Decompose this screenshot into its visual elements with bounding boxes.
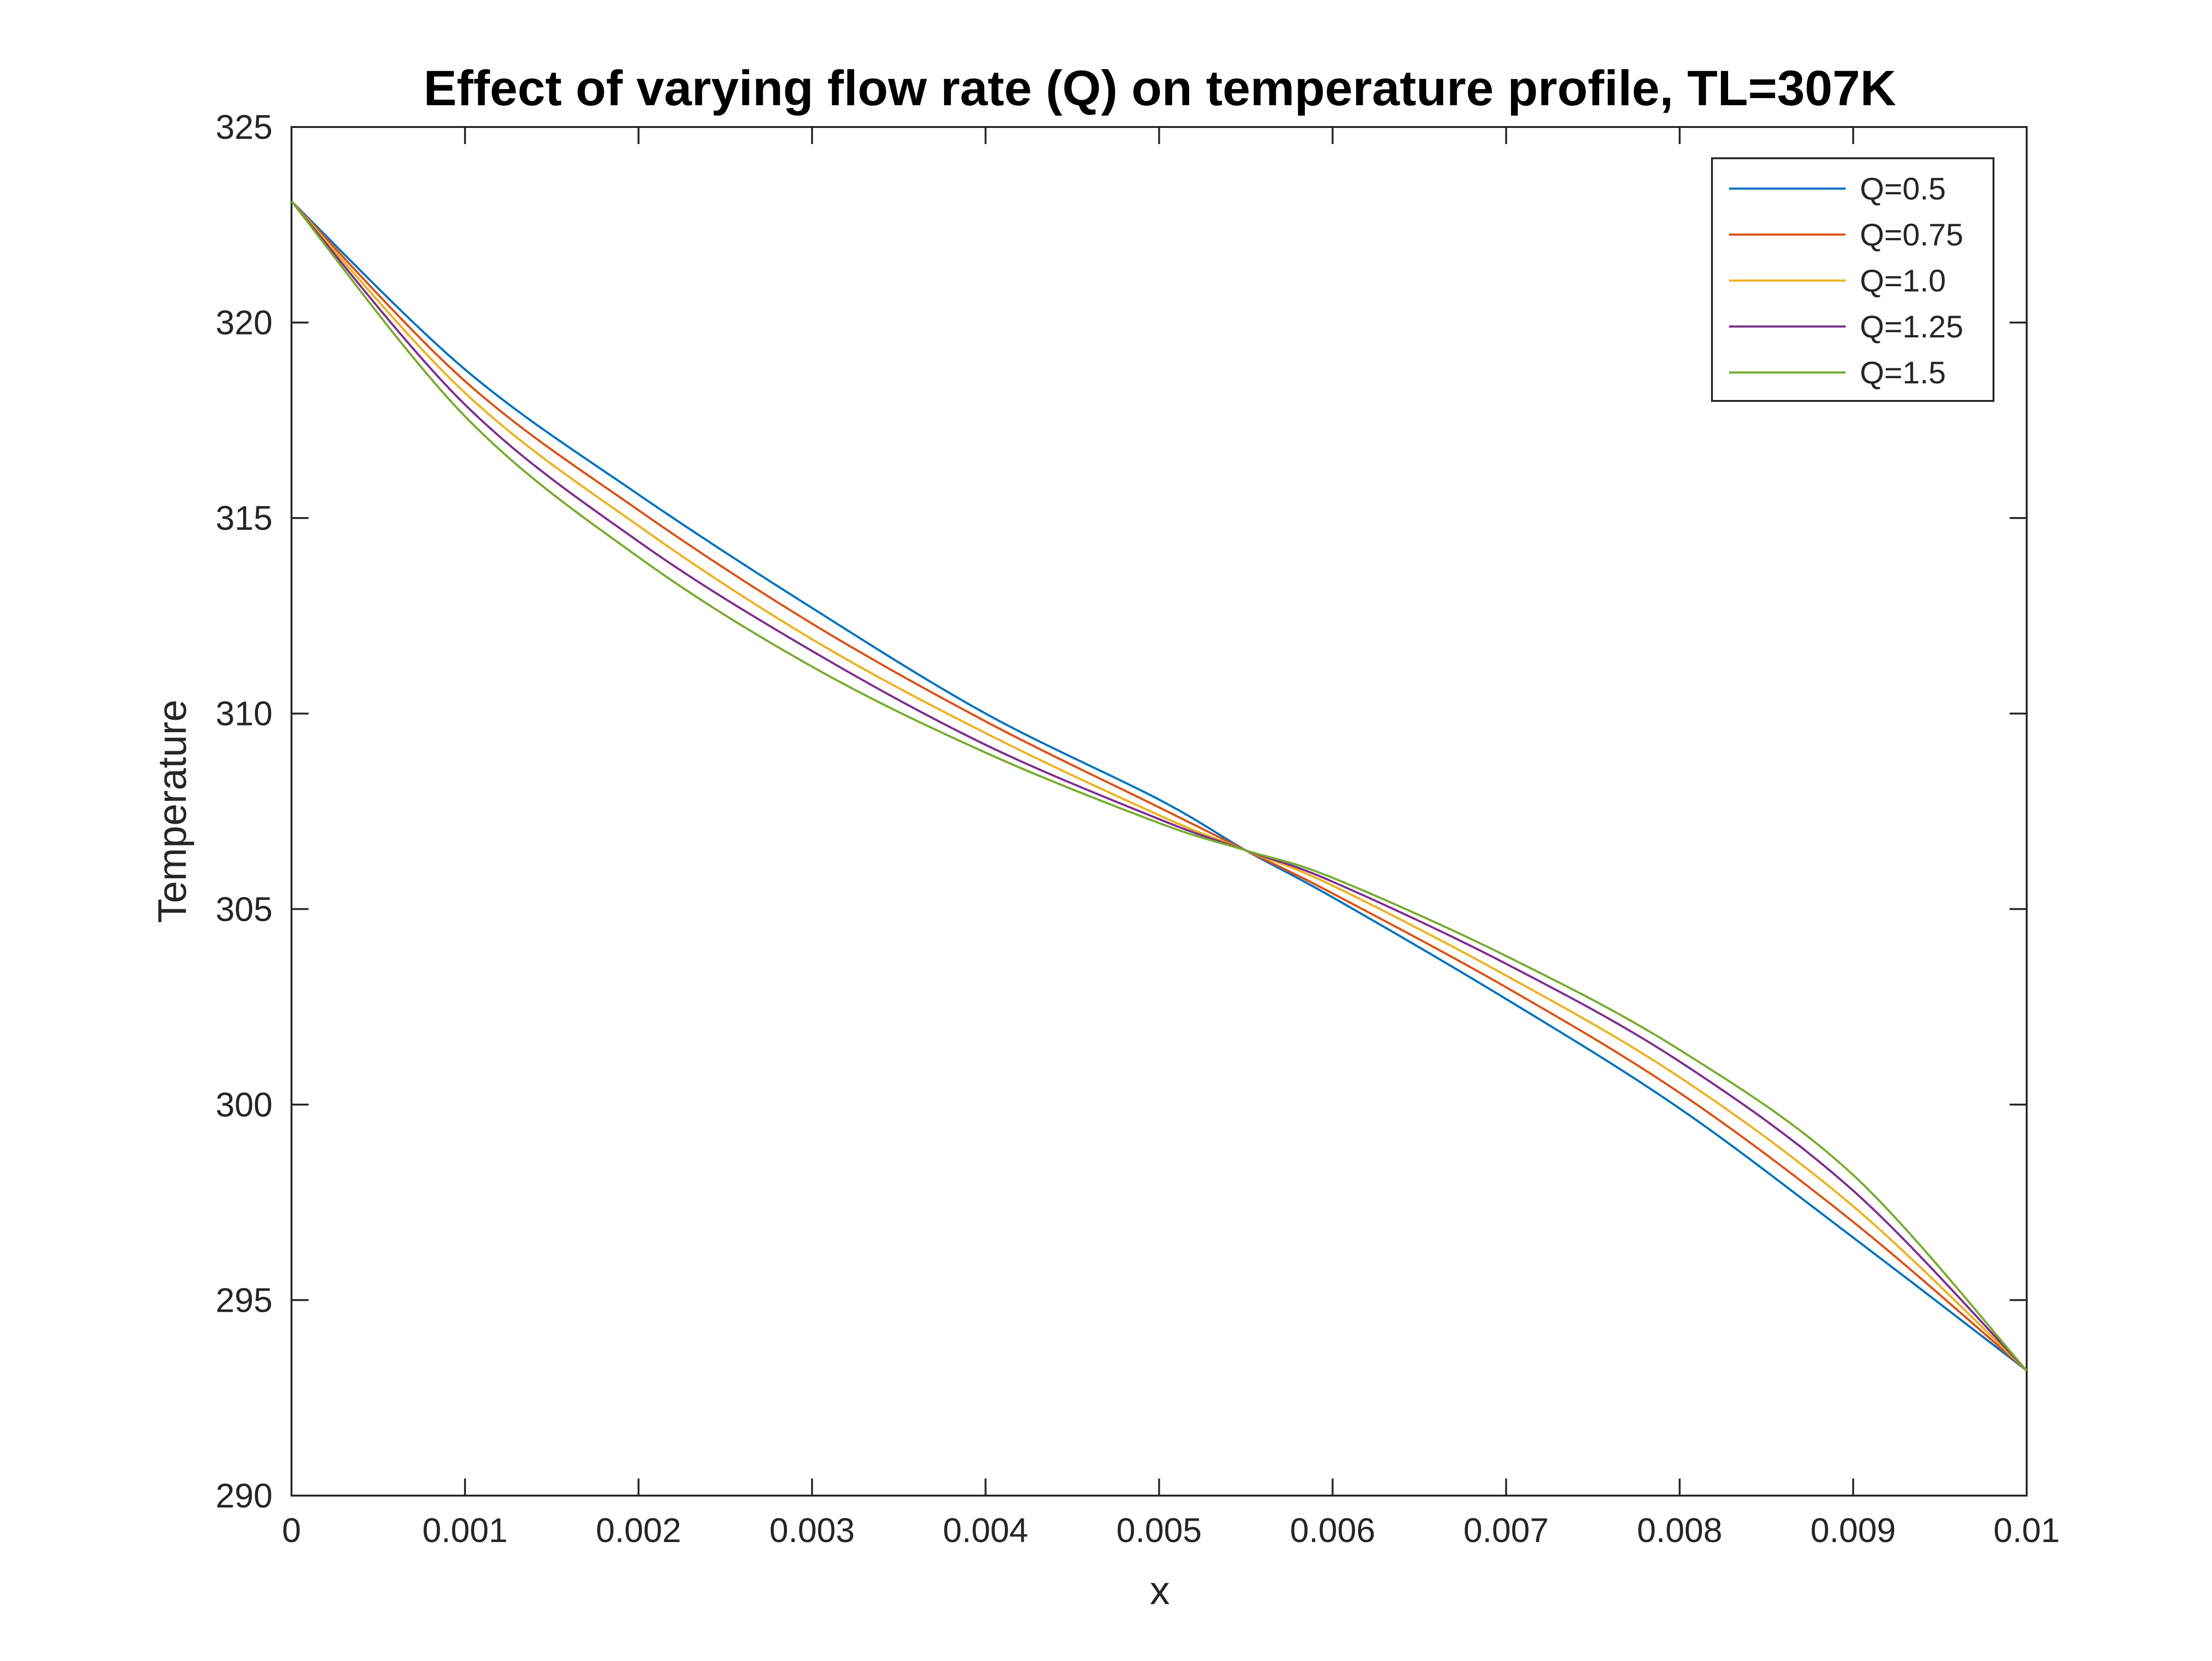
chart-title: Effect of varying flow rate (Q) on tempe… <box>424 61 1896 116</box>
x-tick-label: 0.001 <box>422 1512 508 1550</box>
legend-label: Q=0.5 <box>1860 171 1946 206</box>
y-tick-label: 300 <box>216 1086 273 1124</box>
x-tick-label: 0 <box>282 1512 301 1550</box>
y-tick-label: 325 <box>216 109 273 146</box>
x-axis-label: x <box>1150 1568 1170 1613</box>
y-tick-label: 320 <box>216 304 273 342</box>
legend-label: Q=1.5 <box>1860 355 1946 390</box>
legend-label: Q=1.25 <box>1860 309 1963 344</box>
x-tick-label: 0.007 <box>1464 1512 1549 1550</box>
y-tick-label: 305 <box>216 890 273 928</box>
x-axis: 0 0.001 0.002 0.003 0.004 0.005 0.006 0.007 0.00… <box>282 127 2060 1550</box>
series-lines <box>291 200 2028 1371</box>
x-tick-label: 0.01 <box>1994 1512 2060 1550</box>
series-line-2 <box>291 200 2028 1371</box>
series-line-3 <box>291 200 2028 1371</box>
x-tick-label: 0.002 <box>596 1512 681 1550</box>
legend-label: Q=0.75 <box>1860 217 1963 252</box>
series-line-4 <box>291 200 2028 1371</box>
x-tick-label: 0.004 <box>943 1512 1028 1550</box>
y-tick-label: 310 <box>216 695 273 733</box>
y-tick-label: 295 <box>216 1281 273 1319</box>
legend: Q=0.5 Q=0.75 Q=1.0 Q=1.25 Q=1.5 <box>1711 157 1994 402</box>
y-tick-label: 315 <box>216 499 273 537</box>
y-axis: 290 295 300 305 310 315 320 325 <box>216 109 2027 1515</box>
x-tick-label: 0.008 <box>1637 1512 1722 1550</box>
y-axis-label: Temperature <box>150 699 194 923</box>
legend-label: Q=1.0 <box>1860 263 1946 298</box>
x-tick-label: 0.006 <box>1290 1512 1375 1550</box>
series-line-5 <box>291 200 2028 1371</box>
y-tick-label: 290 <box>216 1477 273 1515</box>
x-tick-label: 0.003 <box>769 1512 855 1550</box>
x-tick-label: 0.005 <box>1116 1512 1202 1550</box>
series-line-1 <box>291 200 2028 1371</box>
x-tick-label: 0.009 <box>1811 1512 1896 1550</box>
